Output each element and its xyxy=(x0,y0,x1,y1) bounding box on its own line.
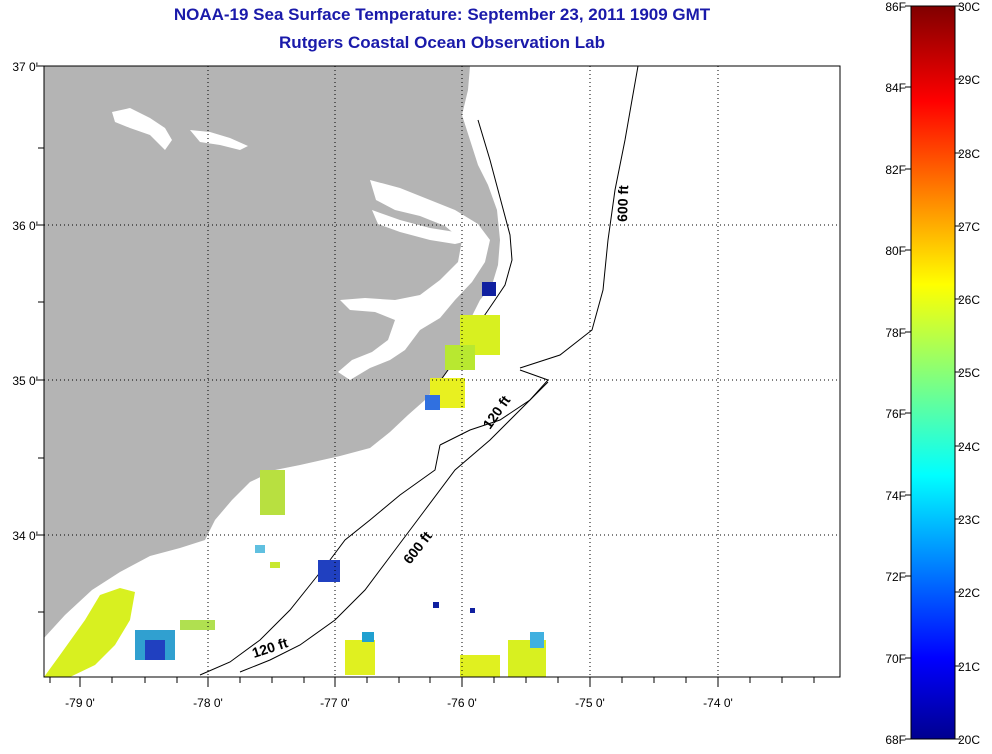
albemarle-sound xyxy=(372,210,472,244)
colorbar-label-c: 27C xyxy=(958,220,981,234)
colorbar-label-f: 74F xyxy=(885,489,906,503)
lat-ticks xyxy=(36,65,44,613)
inland-river xyxy=(190,130,248,150)
lon-label-79: -79 0' xyxy=(65,696,95,710)
colorbar-label-c: 24C xyxy=(958,440,981,454)
lat-label-36: 36 0' xyxy=(12,219,38,233)
lon-label-74: -74 0' xyxy=(703,696,733,710)
colorbar-label-c: 20C xyxy=(958,733,981,747)
colorbar-label-c: 23C xyxy=(958,513,981,527)
colorbar-label-c: 21C xyxy=(958,660,981,674)
lon-label-77: -77 0' xyxy=(320,696,350,710)
graticule xyxy=(44,66,840,677)
colorbar-label-f: 70F xyxy=(885,652,906,666)
lon-label-78: -78 0' xyxy=(193,696,223,710)
colorbar-label-c: 29C xyxy=(958,73,981,87)
lat-label-37: 37 0' xyxy=(12,60,38,74)
colorbar-label-c: 25C xyxy=(958,366,981,380)
lon-label-76: -76 0' xyxy=(447,696,477,710)
colorbar-ticks xyxy=(905,5,961,740)
lon-label-75: -75 0' xyxy=(575,696,605,710)
lon-ticks xyxy=(49,677,815,687)
lat-label-34: 34 0' xyxy=(12,529,38,543)
colorbar-label-f: 84F xyxy=(885,81,906,95)
colorbar-label-f: 86F xyxy=(885,0,906,14)
land-mass xyxy=(44,66,500,638)
pamlico-sound xyxy=(338,180,490,380)
contour-label-600ft-north: 600 ft xyxy=(614,185,631,222)
colorbar-label-f: 68F xyxy=(885,733,906,747)
contour-600ft-south xyxy=(239,381,549,673)
map-subtitle: Rutgers Coastal Ocean Observation Lab xyxy=(279,33,605,52)
contour-600ft-north xyxy=(519,66,639,369)
colorbar xyxy=(910,5,956,740)
contour-120ft-north xyxy=(439,369,549,446)
colorbar-label-f: 76F xyxy=(885,407,906,421)
colorbar-label-f: 78F xyxy=(885,326,906,340)
inland-lake xyxy=(112,108,172,150)
sst-pixels xyxy=(44,282,546,677)
colorbar-label-f: 72F xyxy=(885,570,906,584)
colorbar-label-c: 26C xyxy=(958,293,981,307)
map-frame xyxy=(43,65,841,678)
colorbar-label-f: 82F xyxy=(885,163,906,177)
lat-label-35: 35 0' xyxy=(12,374,38,388)
colorbar-label-f: 80F xyxy=(885,244,906,258)
colorbar-label-c: 22C xyxy=(958,586,981,600)
colorbar-label-c: 28C xyxy=(958,147,981,161)
map-title: NOAA-19 Sea Surface Temperature: Septemb… xyxy=(173,5,711,24)
colorbar-label-c: 30C xyxy=(958,0,981,14)
